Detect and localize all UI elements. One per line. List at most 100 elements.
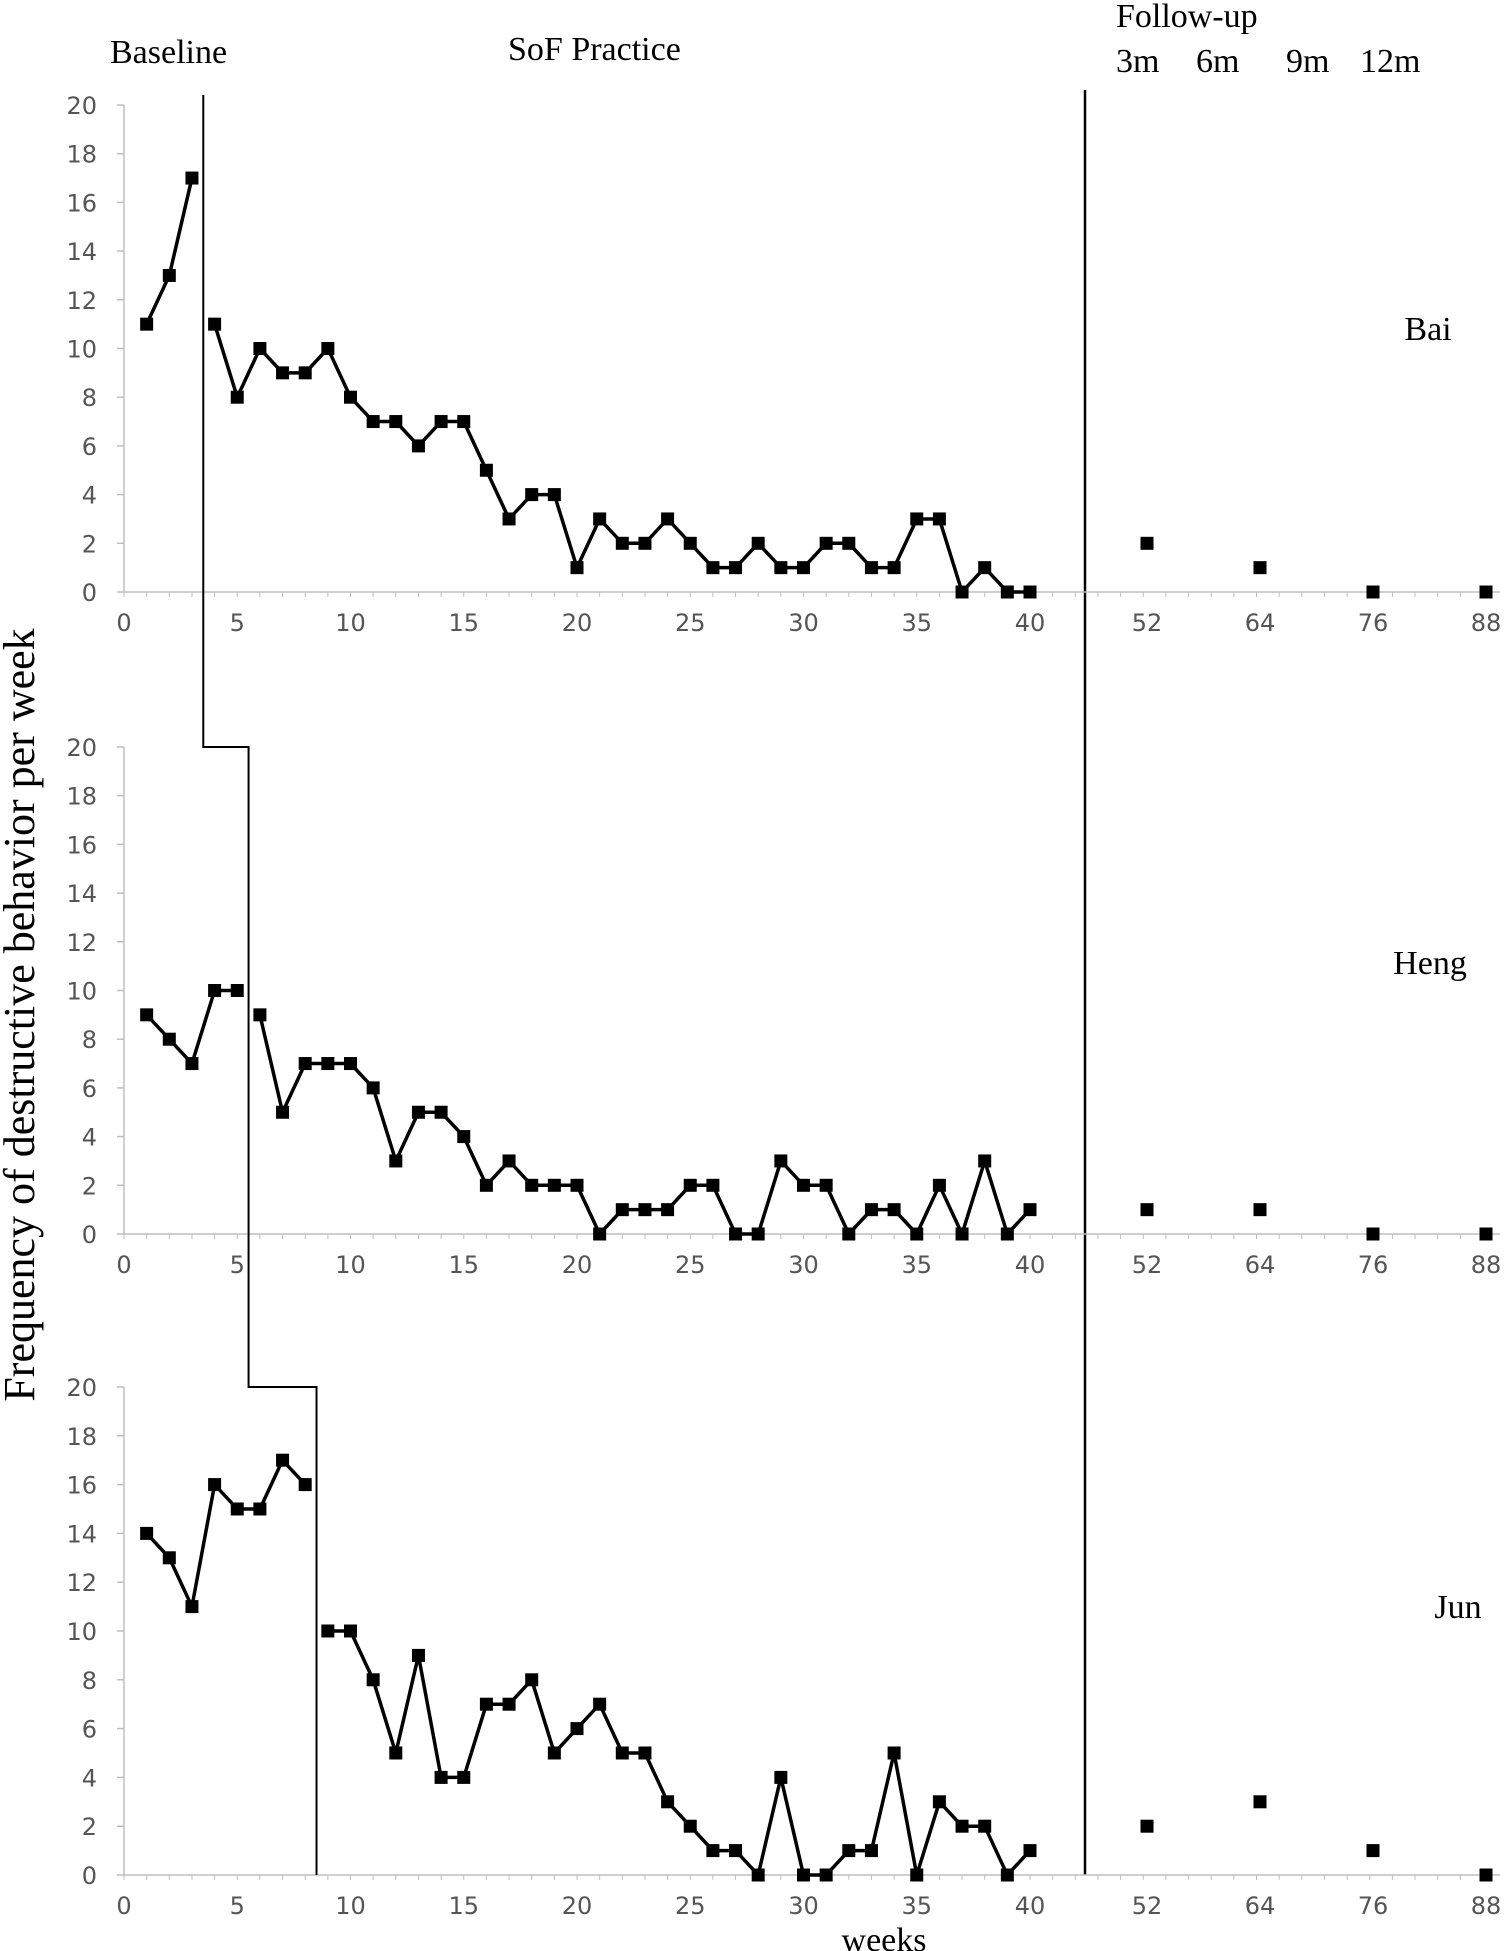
data-point [615,1203,629,1217]
data-point [276,1105,290,1119]
data-point [525,1178,539,1192]
data-point [479,463,493,477]
data-point [502,1697,516,1711]
data-point [887,1203,901,1217]
y-tick-label: 16 [66,1472,97,1500]
data-point [774,1770,788,1784]
data-point [457,1130,471,1144]
data-point [321,1057,335,1071]
participant-label: Jun [1434,1589,1481,1626]
followup-data-point [1253,1203,1267,1217]
data-point [570,561,584,575]
data-point [706,1178,720,1192]
x-tick-label: 35 [901,1892,932,1920]
baseline-series-line [145,177,194,325]
data-point [978,561,992,575]
data-point [298,366,312,380]
followup-label-12m: 12m [1360,43,1420,80]
y-tick-label: 12 [66,1569,97,1597]
x-axis-title: weeks [842,1922,927,1951]
data-point [253,342,267,355]
data-point [411,439,425,453]
x-tick-label: 30 [788,609,819,637]
data-point [683,1819,697,1833]
x-tick-label: 10 [335,1892,366,1920]
x-tick-label-followup: 52 [1132,1251,1163,1279]
data-point [344,1057,357,1071]
y-tick-label: 14 [66,880,97,908]
x-tick-label: 30 [788,1251,819,1279]
y-tick-label: 0 [82,1221,97,1249]
data-point [208,1478,222,1492]
data-point [389,415,403,429]
x-tick-label-followup: 64 [1245,609,1276,637]
data-point [457,415,471,429]
data-point [525,1673,539,1687]
y-tick-label: 2 [82,1813,97,1841]
data-point [185,1057,199,1071]
data-point [434,1770,448,1784]
x-tick-label-followup: 76 [1358,1251,1389,1279]
followup-data-point [1140,1819,1154,1833]
y-tick-label: 16 [66,831,97,859]
data-point [706,561,720,575]
phase-change-line-group [202,95,318,1875]
data-point [208,984,222,997]
y-tick-label: 18 [66,141,97,169]
participant-label: Bai [1404,311,1451,348]
data-point [276,366,290,380]
y-tick-label: 4 [82,1764,97,1792]
x-tick-label: 25 [675,1892,706,1920]
y-tick-label: 8 [82,1667,97,1695]
data-point [253,1008,267,1022]
intervention-series-line [327,1629,1032,1879]
data-point [140,1526,154,1540]
data-point [819,536,833,550]
y-tick-label: 6 [82,1716,97,1744]
data-point [230,1502,244,1516]
data-point [729,561,743,575]
y-tick-label: 12 [66,287,97,315]
intervention-series-line [212,323,1030,596]
data-point [706,1844,720,1858]
panel-jun: 0 2 4 6 8 10 12 14 16 18 20 0 5 10 15 20 25 30 35 40 52 64 76 8… [66,1374,1501,1920]
data-point [842,536,856,550]
y-axis-title: Frequency of destructive behavior per we… [0,628,44,1401]
phase-label-intervention: SoF Practice [508,31,681,68]
data-point [366,1081,380,1095]
data-point [185,1600,199,1614]
data-point [910,1227,924,1241]
data-point [932,1795,946,1809]
data-point [955,585,969,599]
x-tick-label: 5 [230,609,245,637]
y-tick-label: 20 [66,734,97,762]
participant-label: Heng [1393,945,1467,982]
followup-data-point [1140,1203,1154,1217]
x-tick-label: 20 [562,1251,593,1279]
data-point [593,512,607,526]
data-point [208,317,222,331]
phase-label-followup: Follow-up [1116,0,1258,35]
data-point [932,1178,946,1192]
x-tick-label: 40 [1015,1251,1046,1279]
data-point [502,512,516,526]
data-point [774,1154,788,1168]
followup-label-3m: 3m [1116,43,1159,80]
data-point [276,1453,290,1467]
data-point [955,1227,969,1241]
data-point [615,1746,629,1760]
y-tick-label: 10 [66,1618,97,1646]
data-point [411,1648,425,1662]
data-point [864,1844,878,1858]
x-tick-label: 25 [675,1251,706,1279]
data-point [661,1203,675,1217]
data-point [547,1178,561,1192]
data-point [887,1746,901,1760]
y-tick-label: 6 [82,433,97,461]
y-tick-label: 2 [82,530,97,558]
y-tick-label: 0 [82,1862,97,1890]
data-point [638,536,652,550]
x-tick-label: 20 [562,609,593,637]
